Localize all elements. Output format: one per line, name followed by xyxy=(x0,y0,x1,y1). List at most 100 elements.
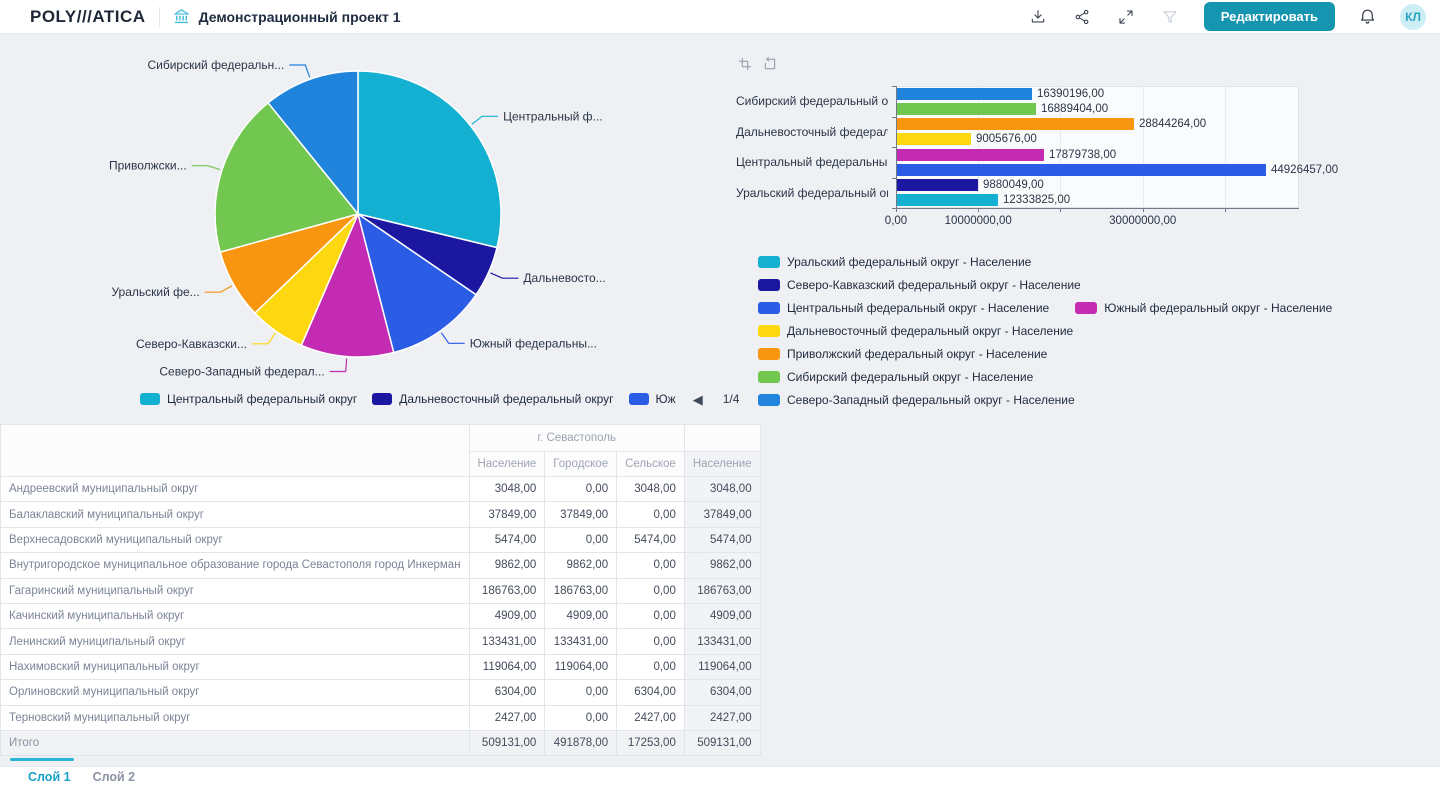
table-total-row: Итого509131,00491878,0017253,00509131,00 xyxy=(1,730,761,755)
bar-legend-swatch xyxy=(758,302,780,314)
table-cell[interactable]: 0,00 xyxy=(545,477,617,502)
notifications-bell-icon[interactable] xyxy=(1358,7,1377,26)
table-cell[interactable]: 2427,00 xyxy=(617,705,685,730)
bar-legend-item[interactable]: Сибирский федеральный округ - Население xyxy=(758,370,1033,384)
pie-legend-item-1[interactable]: Дальневосточный федеральный округ xyxy=(372,392,613,406)
table-cell[interactable]: 37849,00 xyxy=(545,502,617,527)
table-cell[interactable]: 6304,00 xyxy=(684,680,760,705)
table-scrollbar[interactable] xyxy=(10,758,74,761)
table-cell[interactable]: 119064,00 xyxy=(469,654,545,679)
table-cell[interactable]: 3048,00 xyxy=(469,477,545,502)
table-cell[interactable]: 0,00 xyxy=(617,578,685,603)
table-cell[interactable]: 4909,00 xyxy=(684,603,760,628)
table-cell[interactable]: 9862,00 xyxy=(545,553,617,578)
table-row-7[interactable]: Нахимовский муниципальный округ119064,00… xyxy=(1,654,761,679)
user-avatar[interactable]: КЛ xyxy=(1400,4,1426,30)
download-icon[interactable] xyxy=(1029,8,1047,26)
bar-legend-item[interactable]: Северо-Западный федеральный округ - Насе… xyxy=(758,393,1075,407)
table-cell[interactable]: 0,00 xyxy=(617,654,685,679)
table-cell[interactable]: 2427,00 xyxy=(684,705,760,730)
bar-5[interactable] xyxy=(897,164,1266,176)
table-cell[interactable]: 133431,00 xyxy=(469,629,545,654)
table-cell[interactable]: 3048,00 xyxy=(684,477,760,502)
pie-chart: Центральный ф...Дальневосто...Южный феде… xyxy=(0,34,730,384)
table-row-6[interactable]: Ленинский муниципальный округ133431,0013… xyxy=(1,629,761,654)
bar-y-tick xyxy=(892,178,896,179)
table-cell[interactable]: 4909,00 xyxy=(545,603,617,628)
bar-7[interactable] xyxy=(897,194,998,206)
table-row-name: Орлиновский муниципальный округ xyxy=(1,680,470,705)
table-total-cell: 17253,00 xyxy=(617,730,685,755)
table-row-9[interactable]: Терновский муниципальный округ2427,000,0… xyxy=(1,705,761,730)
table-cell[interactable]: 9862,00 xyxy=(684,553,760,578)
table-cell[interactable]: 133431,00 xyxy=(684,629,760,654)
bar-0[interactable] xyxy=(897,88,1032,100)
table-row-1[interactable]: Балаклавский муниципальный округ37849,00… xyxy=(1,502,761,527)
table-cell[interactable]: 6304,00 xyxy=(469,680,545,705)
table-row-name: Гагаринский муниципальный округ xyxy=(1,578,470,603)
bar-legend-item[interactable]: Приволжский федеральный округ - Населени… xyxy=(758,347,1047,361)
table-row-3[interactable]: Внутригородское муниципальное образовани… xyxy=(1,553,761,578)
bar-legend-item[interactable]: Дальневосточный федеральный округ - Насе… xyxy=(758,324,1073,338)
table-cell[interactable]: 119064,00 xyxy=(545,654,617,679)
table-cell[interactable]: 9862,00 xyxy=(469,553,545,578)
table-cell[interactable]: 133431,00 xyxy=(545,629,617,654)
table-cell[interactable]: 4909,00 xyxy=(469,603,545,628)
table-cell[interactable]: 0,00 xyxy=(545,527,617,552)
table-cell[interactable]: 186763,00 xyxy=(545,578,617,603)
bar-legend-row-3: Дальневосточный федеральный округ - Насе… xyxy=(758,319,1332,342)
chart-toolbar xyxy=(737,56,778,72)
bar-legend-item[interactable]: Центральный федеральный округ - Населени… xyxy=(758,301,1049,315)
bar-legend-item[interactable]: Северо-Кавказский федеральный округ - На… xyxy=(758,278,1081,292)
table-cell[interactable]: 0,00 xyxy=(617,629,685,654)
table-row-4[interactable]: Гагаринский муниципальный округ186763,00… xyxy=(1,578,761,603)
pie-legend-item-0[interactable]: Центральный федеральный округ xyxy=(140,392,357,406)
table-cell[interactable]: 186763,00 xyxy=(469,578,545,603)
bar-2[interactable] xyxy=(897,118,1134,130)
pie-legend-swatch xyxy=(372,393,392,405)
table-cell[interactable]: 119064,00 xyxy=(684,654,760,679)
share-icon[interactable] xyxy=(1073,8,1091,26)
table-row-5[interactable]: Качинский муниципальный округ4909,004909… xyxy=(1,603,761,628)
layer-tab-1[interactable]: Слой 1 xyxy=(28,770,71,784)
pie-slice-label-3: Северо-Западный федерал... xyxy=(159,365,324,379)
bar-legend-item[interactable]: Южный федеральный округ - Население xyxy=(1075,301,1332,315)
bar-legend-item[interactable]: Уральский федеральный округ - Население xyxy=(758,255,1031,269)
table-cell[interactable]: 186763,00 xyxy=(684,578,760,603)
table-row-8[interactable]: Орлиновский муниципальный округ6304,000,… xyxy=(1,680,761,705)
bar-1[interactable] xyxy=(897,103,1036,115)
pie-legend-prev-button[interactable]: ◀ xyxy=(691,393,705,406)
project-bank-icon xyxy=(172,7,191,26)
table-cell[interactable]: 37849,00 xyxy=(469,502,545,527)
table-row-2[interactable]: Верхнесадовский муниципальный округ5474,… xyxy=(1,527,761,552)
bar-legend-swatch xyxy=(758,394,780,406)
table-row-0[interactable]: Андреевский муниципальный округ3048,000,… xyxy=(1,477,761,502)
table-cell[interactable]: 37849,00 xyxy=(684,502,760,527)
table-cell[interactable]: 2427,00 xyxy=(469,705,545,730)
bar-4[interactable] xyxy=(897,149,1044,161)
table-cell[interactable]: 5474,00 xyxy=(469,527,545,552)
table-cell[interactable]: 0,00 xyxy=(617,502,685,527)
table-cell[interactable]: 0,00 xyxy=(617,553,685,578)
table-cell[interactable]: 5474,00 xyxy=(684,527,760,552)
table-cell[interactable]: 0,00 xyxy=(617,603,685,628)
bar-6[interactable] xyxy=(897,179,978,191)
undo-selection-icon[interactable] xyxy=(762,56,778,72)
filter-icon[interactable] xyxy=(1161,8,1179,26)
table-cell[interactable]: 6304,00 xyxy=(617,680,685,705)
table-cell[interactable]: 0,00 xyxy=(545,680,617,705)
table-cell[interactable]: 0,00 xyxy=(545,705,617,730)
edit-button[interactable]: Редактировать xyxy=(1204,2,1335,31)
layer-tab-2[interactable]: Слой 2 xyxy=(93,770,136,784)
bar-chart: 0,0010000000,0030000000,00Сибирский феде… xyxy=(740,82,1360,254)
table-cell[interactable]: 5474,00 xyxy=(617,527,685,552)
bar-value-label-3: 9005676,00 xyxy=(976,133,1037,145)
table-row-name: Нахимовский муниципальный округ xyxy=(1,654,470,679)
bar-3[interactable] xyxy=(897,133,971,145)
bar-legend-label: Дальневосточный федеральный округ - Насе… xyxy=(787,324,1073,338)
fullscreen-icon[interactable] xyxy=(1117,8,1135,26)
pie-slice-label-1: Дальневосто... xyxy=(523,271,605,285)
table-cell[interactable]: 3048,00 xyxy=(617,477,685,502)
crop-selection-icon[interactable] xyxy=(737,56,753,72)
pie-legend-item-2[interactable]: Юж xyxy=(629,392,676,406)
